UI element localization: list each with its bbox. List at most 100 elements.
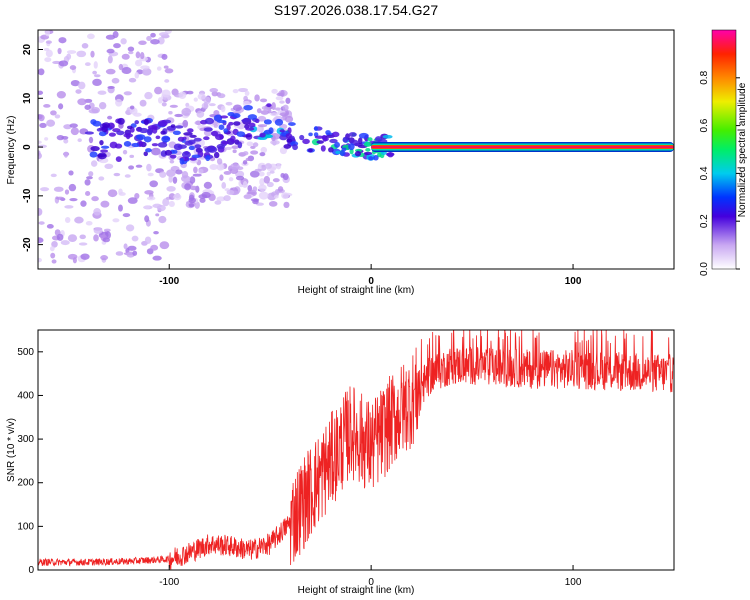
spectrogram-blob — [58, 103, 64, 110]
spectrogram-blob — [192, 173, 202, 177]
spectrogram-blob — [208, 103, 216, 107]
spectrogram-blob — [196, 110, 205, 118]
colorbar-gradient — [711, 29, 737, 270]
spectrogram-blob — [70, 80, 80, 87]
spectrogram-blob — [183, 132, 193, 136]
spectrogram-blob — [155, 135, 161, 140]
spectrogram-blob — [225, 146, 232, 150]
spectrogram-blob — [168, 111, 173, 115]
spectrogram-blob — [88, 136, 94, 144]
spectrogram-blob — [147, 172, 154, 177]
spectrogram-blob — [282, 104, 289, 112]
spectrogram-blob — [348, 143, 355, 151]
spectrogram-blob — [217, 119, 227, 124]
spectrogram-blob — [157, 120, 168, 127]
spectrogram-blob — [163, 65, 169, 69]
spectrogram-blob — [77, 138, 82, 143]
spectrogram-blob — [194, 201, 200, 209]
spectrogram-blob — [169, 154, 177, 159]
snr-xtick-label: 100 — [565, 577, 582, 588]
spectrogram-blob — [46, 224, 54, 229]
spectrogram-blob — [117, 117, 125, 125]
spectrogram-blob — [164, 68, 174, 74]
spectrogram-blob — [161, 89, 171, 98]
spectrogram-blob — [152, 203, 162, 209]
spectrogram-blob — [107, 85, 115, 89]
spectrogram-blob — [270, 112, 279, 117]
spectrogram-blob — [74, 216, 84, 224]
spectrogram-blob — [365, 147, 371, 152]
spectrogram-blob — [46, 119, 56, 127]
spectrogram-blob — [188, 203, 195, 208]
spectrogram-blob — [64, 189, 70, 195]
spectrogram-blob — [172, 130, 181, 135]
spectrogram-blob — [217, 93, 226, 99]
spectrogram-blob — [311, 138, 321, 146]
spectrogram-blobs — [38, 30, 674, 264]
snr-xlabel: Height of straight line (km) — [298, 585, 415, 596]
spectrogram-xtick-label: 100 — [565, 276, 582, 287]
spectrogram-blob — [53, 186, 64, 192]
snr-xtick-label: -100 — [159, 577, 179, 588]
snr-ytick-label: 400 — [17, 390, 34, 401]
spectrogram-blob — [157, 142, 168, 148]
spectrogram-blob — [314, 135, 324, 139]
spectrogram-blob — [221, 181, 227, 189]
spectrogram-frame — [37, 29, 675, 270]
spectrogram-blob — [253, 198, 259, 203]
spectrogram-blob — [63, 138, 69, 144]
spectrogram-xtick-label: 0 — [368, 276, 374, 287]
spectrogram-blob — [259, 98, 268, 103]
snr-ylabel: SNR (10 * v/v) — [6, 418, 17, 482]
spectrogram-blob — [266, 171, 271, 177]
spectrogram-blob — [143, 118, 149, 126]
spectrogram-blob — [266, 181, 274, 188]
snr-series-line — [38, 330, 674, 570]
spectrogram-blob — [276, 92, 284, 97]
spectrogram-blob — [162, 198, 170, 207]
spectrogram-blob — [231, 145, 239, 150]
spectrogram-blob — [325, 130, 331, 135]
spectrogram-blob — [169, 104, 178, 108]
spectrogram-blob — [129, 105, 135, 110]
spectrogram-blob — [102, 237, 111, 243]
spectrogram-blob — [328, 147, 334, 153]
spectrogram-blob — [90, 50, 95, 58]
spectrogram-blob — [358, 137, 363, 144]
spectrogram-blob — [131, 235, 139, 242]
spectrogram-blob — [153, 231, 159, 235]
spectrogram-blob — [188, 197, 196, 204]
spectrogram-blob — [139, 99, 147, 107]
colorbar-tick-label: 0.8 — [699, 70, 710, 84]
spectrogram-blob — [120, 38, 127, 45]
spectrogram-blob — [38, 207, 43, 216]
spectrogram-blob — [84, 62, 91, 67]
spectrogram-blob — [232, 104, 243, 112]
spectrogram-blob — [170, 124, 176, 128]
spectrogram-blob — [184, 183, 191, 191]
spectrogram-blob — [214, 134, 224, 141]
spectrogram-blob — [146, 163, 152, 172]
spectrogram-blob — [245, 127, 255, 131]
spectrogram-blob — [56, 91, 66, 99]
spectrogram-blob — [342, 136, 349, 143]
spectrogram-blob — [64, 205, 74, 209]
spectrogram-blob — [106, 48, 115, 54]
spectrogram-blob — [292, 144, 298, 151]
spectrogram-blob — [88, 171, 94, 177]
spectrogram-blob — [179, 157, 185, 165]
spectrogram-blob — [38, 90, 44, 95]
spectrogram-blob — [115, 251, 124, 256]
spectrogram-blob — [112, 218, 120, 223]
spectrogram-blob — [276, 163, 282, 170]
colorbar-tick-label: 0.6 — [699, 118, 710, 132]
spectrogram-blob — [146, 196, 156, 201]
spectrogram-blob — [193, 166, 198, 174]
spectrogram-blob — [265, 134, 274, 139]
spectrogram-blob — [161, 135, 171, 143]
spectrogram-blob — [203, 129, 213, 137]
spectrogram-blob — [160, 130, 166, 135]
spectrogram-blob — [100, 255, 109, 261]
spectrogram-blob — [40, 187, 50, 192]
spectrogram-blob — [69, 123, 78, 128]
